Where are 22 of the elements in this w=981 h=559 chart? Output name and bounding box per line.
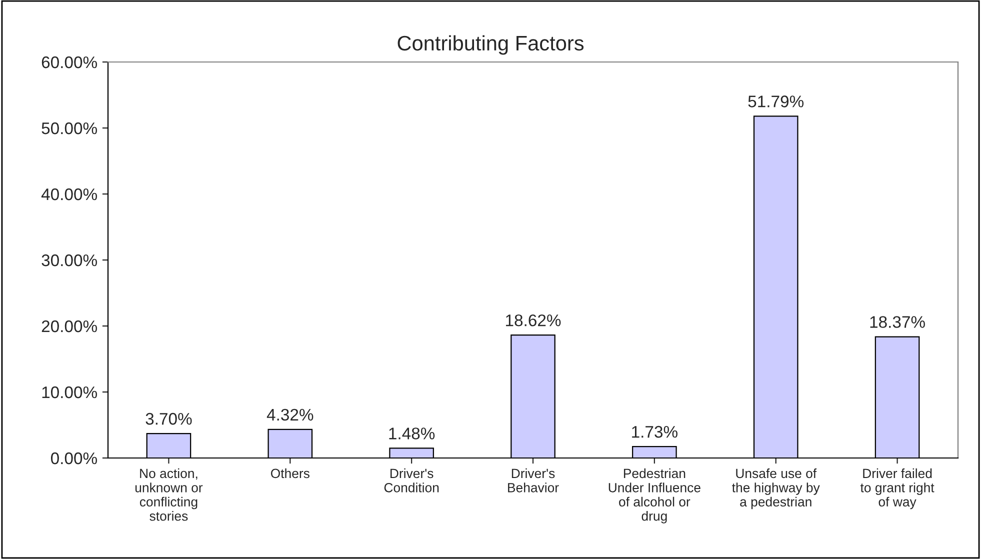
data-label: 18.37% (870, 316, 925, 328)
chart-title: Contributing Factors (398, 35, 584, 55)
y-tick-label: 10.00% (42, 386, 97, 398)
data-label: 18.62% (506, 314, 561, 326)
data-label: 3.70% (146, 412, 192, 425)
data-label: 1.48% (389, 428, 435, 440)
y-tick-label: 40.00% (41, 188, 97, 200)
x-tick-label: Others (270, 468, 310, 478)
y-tick-label: 60.00% (42, 56, 97, 68)
y-tick-label: 50.00% (42, 122, 97, 134)
data-label: 1.73% (632, 426, 678, 438)
y-tick-label: 20.00% (42, 320, 97, 332)
y-tick-label: 30.00% (42, 254, 97, 266)
x-tick-label: Pedestrian Under Influence of alcohol or drug (608, 468, 700, 524)
x-tick-label: Unsafe use of the highway by a pedestrian (732, 468, 820, 510)
x-tick-label: Driver's Behavior (508, 468, 559, 492)
y-tick-label: 0.00% (50, 452, 97, 464)
data-label: 51.79% (748, 96, 804, 108)
x-tick-label: No action, unknown or conflicting stories (135, 468, 203, 521)
x-tick-label: Driver's Condition (384, 468, 439, 492)
x-tick-label: Driver failed to grant right of way (860, 468, 934, 510)
data-label: 4.32% (266, 408, 314, 421)
